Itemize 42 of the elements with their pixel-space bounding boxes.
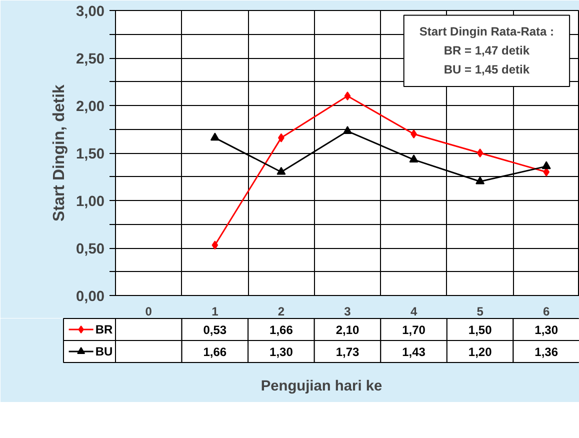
y-axis-title: Start Dingin, detik (50, 84, 68, 222)
point (476, 148, 484, 158)
annotation: BR = 1,47 detik (444, 43, 530, 58)
point (542, 161, 551, 170)
data-label: 1,36 (534, 345, 558, 359)
y-tick-label: 1,00 (76, 194, 105, 210)
x-tick-label: 6 (543, 304, 550, 318)
x-tick-label: 4 (410, 304, 418, 318)
point (343, 126, 352, 134)
y-tick-label: 2,00 (76, 99, 105, 115)
y-tick-label: 0,00 (76, 289, 105, 305)
data-label: 1,43 (402, 345, 426, 359)
x-tick-label: 5 (476, 304, 484, 318)
data-label: 1,50 (468, 323, 492, 337)
legend-label: BR (95, 322, 113, 336)
annotation: BU = 1,45 detik (444, 62, 530, 76)
x-tick-label: 1 (212, 304, 219, 318)
data-label: 1,66 (270, 323, 294, 337)
x-axis-title: Pengujian hari ke (260, 378, 382, 394)
y-tick-label: 1,50 (76, 146, 105, 162)
legend-label: BU (95, 344, 113, 358)
data-label: 1,70 (402, 323, 426, 337)
point (476, 176, 485, 184)
point (409, 154, 418, 162)
y-tick-label: 0,50 (76, 242, 105, 258)
data-label: 2,10 (336, 323, 360, 337)
data-label: 0,53 (203, 323, 227, 337)
y-tick-label: 3,00 (76, 4, 105, 20)
data-label: 1,20 (468, 345, 492, 359)
point (344, 92, 351, 100)
x-tick-label: 0 (145, 304, 152, 318)
point (410, 130, 417, 138)
x-tick-label: 2 (278, 304, 285, 318)
point (276, 166, 286, 175)
y-tick-label: 2,50 (76, 52, 105, 68)
data-label: 1,66 (203, 345, 227, 359)
x-tick-label: 3 (344, 304, 352, 318)
data-label: 1,73 (336, 345, 360, 359)
data-label: 1,30 (270, 345, 294, 359)
point (210, 132, 220, 141)
data-label: 1,30 (534, 323, 558, 337)
annotation: Start Dingin Rata-Rata : (419, 24, 554, 38)
